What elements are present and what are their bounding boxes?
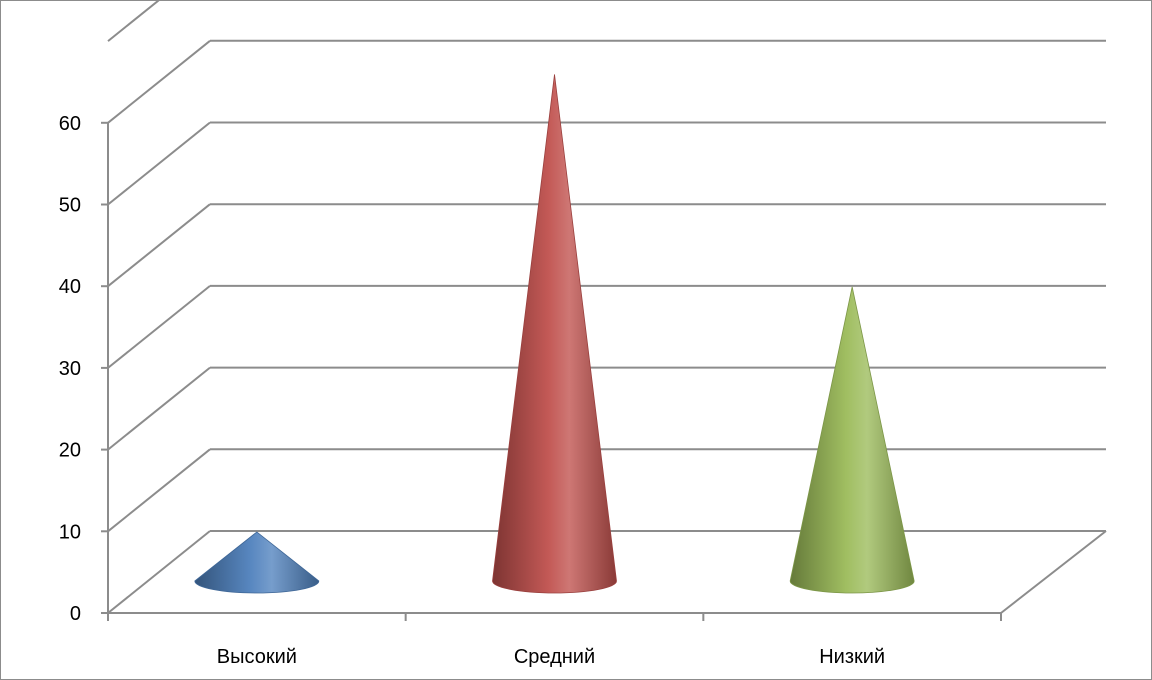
gridline-diagonal bbox=[107, 366, 211, 451]
x-axis-category-labels: Высокий Средний Низкий bbox=[217, 646, 885, 668]
y-tick-label: 30 bbox=[59, 358, 81, 380]
floor-edge bbox=[1000, 530, 1107, 614]
gridline-diagonal bbox=[107, 203, 211, 287]
gridline-diagonal bbox=[107, 1, 160, 42]
gridline-diagonal bbox=[107, 448, 211, 533]
gridline-diagonal bbox=[107, 40, 211, 124]
y-tick-label: 40 bbox=[59, 276, 81, 298]
cone-series bbox=[194, 74, 915, 594]
gridline-diagonal bbox=[107, 530, 211, 614]
axes bbox=[101, 121, 1107, 621]
y-tick-label: 50 bbox=[59, 195, 81, 217]
cone-1 bbox=[194, 531, 320, 594]
gridline-diagonal bbox=[107, 121, 211, 206]
cone-2 bbox=[492, 74, 617, 594]
gridlines bbox=[107, 1, 1106, 614]
y-tick-label: 10 bbox=[59, 521, 81, 543]
x-category-label: Средний bbox=[514, 646, 595, 668]
gridline-diagonal bbox=[107, 285, 211, 369]
y-tick-label: 60 bbox=[59, 113, 81, 135]
y-axis-tick-labels: 0 10 20 30 40 50 60 bbox=[59, 113, 81, 625]
x-category-label: Высокий bbox=[217, 646, 297, 668]
x-category-label: Низкий bbox=[819, 646, 885, 668]
cone-3 bbox=[789, 286, 915, 594]
y-tick-label: 20 bbox=[59, 440, 81, 462]
y-tick-label: 0 bbox=[70, 603, 81, 625]
